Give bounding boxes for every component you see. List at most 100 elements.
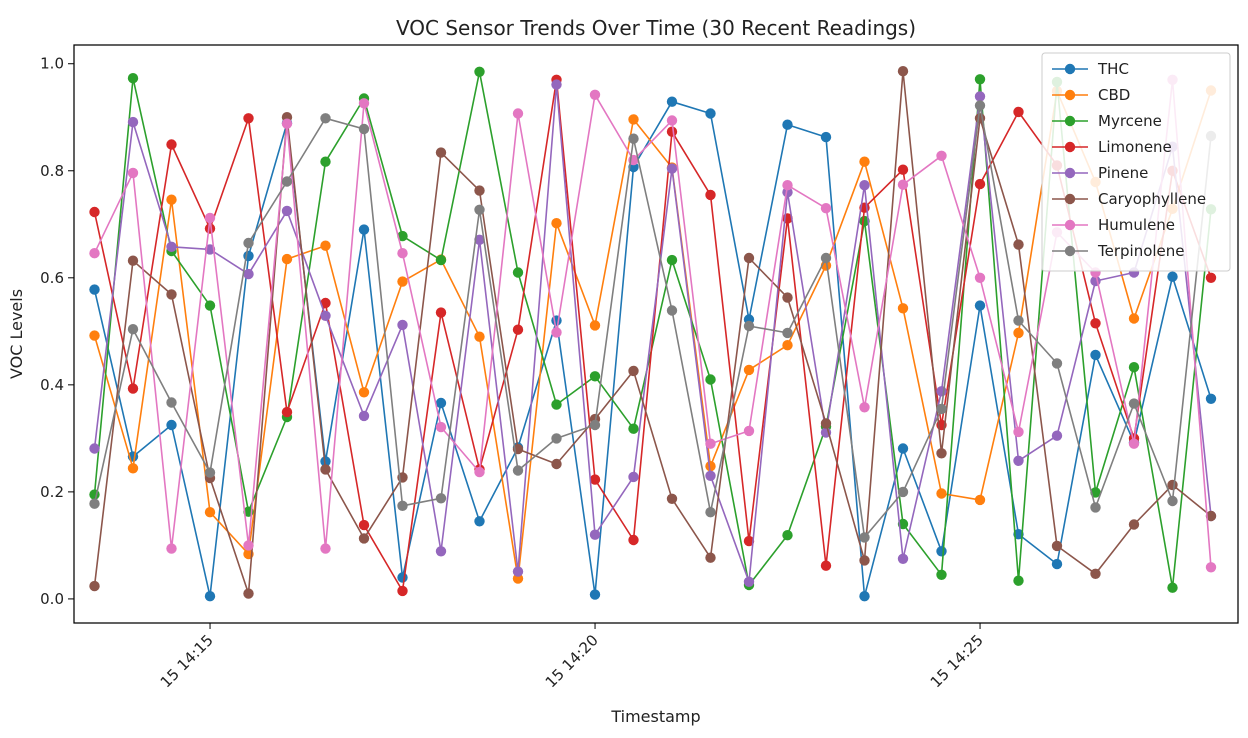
data-point [1013, 575, 1024, 586]
data-point [1051, 558, 1063, 570]
x-axis-label: Timestamp [610, 707, 700, 726]
data-point [628, 471, 639, 483]
data-point [89, 489, 100, 500]
data-point [1013, 106, 1024, 118]
data-point [705, 507, 716, 518]
y-tick-label: 0.8 [40, 162, 64, 180]
data-point [897, 553, 909, 564]
data-point [127, 463, 139, 474]
data-point [820, 252, 832, 264]
legend-box [1041, 52, 1231, 272]
y-tick-label: 0.4 [40, 376, 64, 394]
data-point [936, 403, 947, 415]
data-point [1205, 393, 1217, 404]
data-point [705, 189, 716, 201]
legend-item: THC [1052, 60, 1129, 78]
y-axis: 0.0 0.2 0.4 0.6 0.8 1.0 [40, 55, 74, 608]
legend-item: CBD [1052, 86, 1130, 104]
data-point [551, 327, 562, 338]
data-point [397, 276, 408, 287]
data-point [358, 519, 370, 531]
data-point [1128, 313, 1140, 324]
data-point [589, 529, 601, 540]
data-point [474, 66, 485, 78]
y-tick-label: 0.6 [40, 269, 64, 287]
data-point [782, 530, 793, 541]
data-point [512, 465, 524, 476]
data-point [897, 66, 909, 77]
data-point [743, 364, 755, 376]
data-point [204, 507, 216, 518]
data-point [435, 546, 447, 557]
legend-label: Caryophyllene [1098, 190, 1206, 208]
data-point [358, 387, 370, 398]
data-point [127, 116, 139, 128]
data-point [782, 292, 793, 303]
data-point [743, 425, 755, 437]
data-point [974, 100, 986, 111]
data-point [859, 215, 870, 227]
data-point [820, 131, 832, 143]
data-point [705, 374, 716, 385]
data-point [705, 470, 716, 481]
data-point [127, 255, 139, 266]
data-point [974, 91, 986, 102]
data-point [666, 305, 678, 316]
data-point [243, 268, 254, 280]
data-point [435, 493, 447, 504]
data-point [397, 585, 408, 597]
data-point [666, 115, 678, 126]
data-point [589, 371, 601, 382]
data-point [166, 241, 177, 252]
legend-label: Pinene [1098, 164, 1148, 182]
data-point [435, 307, 447, 318]
plot-frame [73, 44, 1239, 624]
data-point [204, 212, 216, 224]
data-point [1051, 540, 1063, 552]
data-point [974, 74, 986, 85]
data-point [1090, 568, 1101, 579]
series-line [93, 79, 1212, 592]
data-point [1013, 315, 1024, 326]
data-point [166, 289, 177, 300]
data-point [782, 119, 793, 130]
data-point [89, 284, 100, 295]
data-point [782, 180, 793, 191]
data-point [512, 566, 524, 577]
legend-label: CBD [1098, 86, 1130, 104]
legend-label: THC [1097, 60, 1129, 78]
data-point [166, 419, 177, 431]
y-tick-label: 1.0 [40, 55, 64, 73]
data-point [705, 108, 716, 119]
data-point [666, 493, 678, 504]
data-point [127, 324, 139, 335]
data-point [1128, 362, 1140, 373]
data-point [589, 419, 601, 431]
data-point [127, 383, 139, 394]
data-point [204, 591, 216, 602]
data-point [743, 252, 755, 264]
data-point [666, 126, 678, 137]
data-point [320, 113, 331, 124]
data-point [974, 178, 986, 190]
data-point [89, 206, 100, 218]
data-point [397, 319, 408, 331]
legend-swatch-marker [1064, 219, 1076, 231]
data-point [936, 386, 947, 397]
data-point [666, 163, 678, 174]
data-point [89, 580, 100, 592]
data-point [127, 73, 139, 84]
data-point [1128, 398, 1140, 409]
data-point [859, 555, 870, 566]
y-tick-label: 0.0 [40, 590, 64, 608]
data-point [435, 397, 447, 409]
data-point [666, 254, 678, 266]
legend-item: Limonene [1052, 138, 1172, 156]
data-point [474, 331, 485, 342]
data-point [397, 230, 408, 242]
data-point [743, 535, 755, 547]
data-point [589, 589, 601, 600]
legend-item: Terpinolene [1052, 242, 1185, 260]
